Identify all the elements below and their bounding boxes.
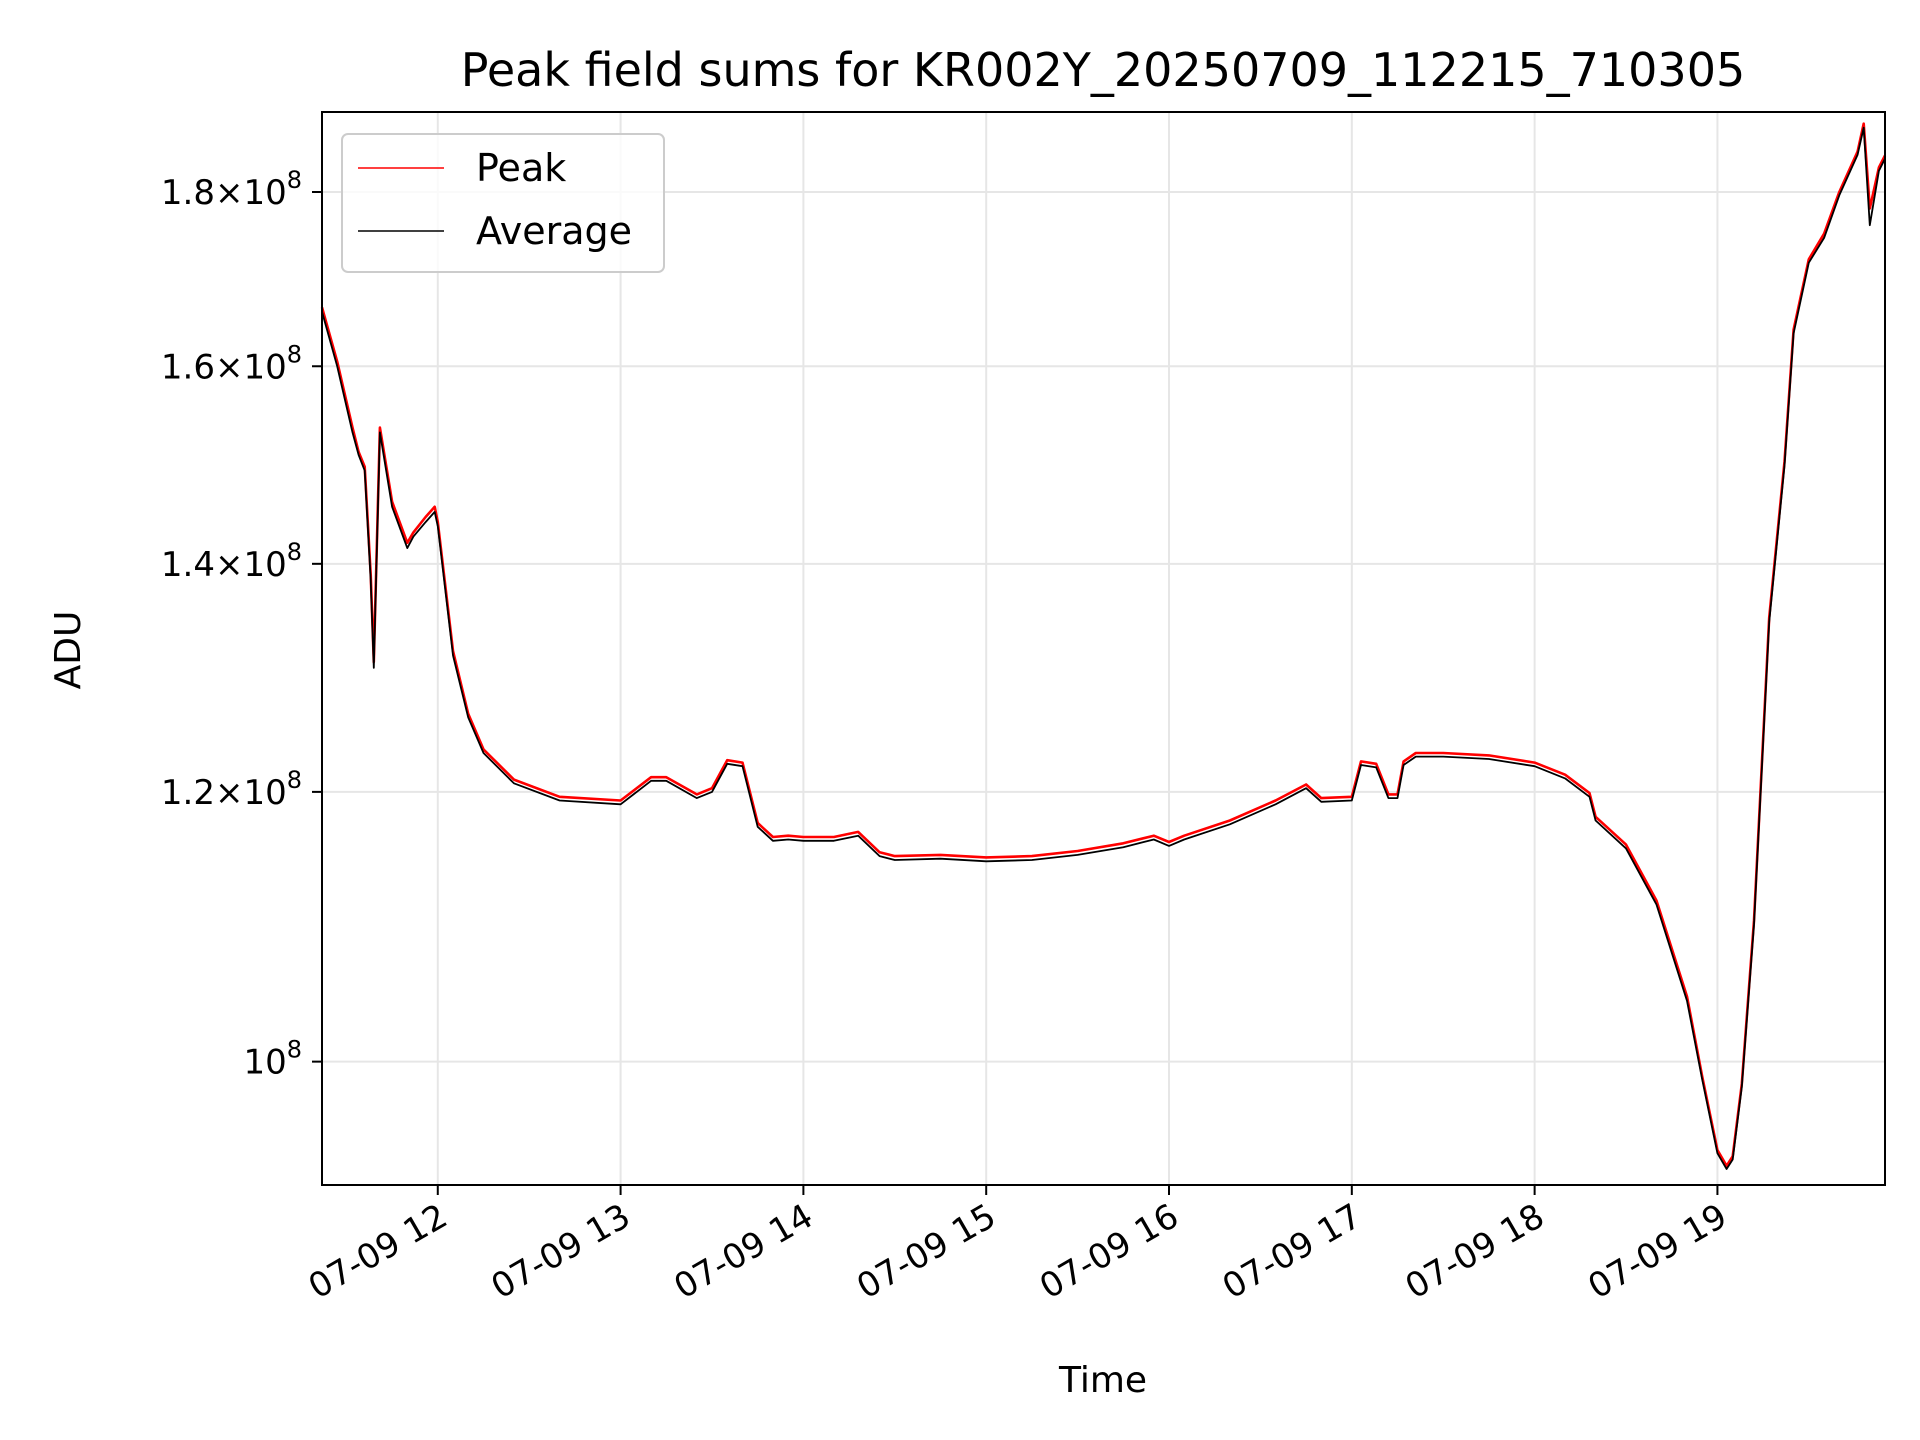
chart-title: Peak field sums for KR002Y_20250709_1122…: [461, 43, 1745, 97]
y-tick-label: 1.4×108: [161, 538, 302, 585]
series-line-average: [321, 126, 1886, 1170]
plot-frame: [321, 111, 1886, 1186]
grid: [322, 112, 1885, 1185]
legend: Peak Average: [341, 133, 665, 273]
y-tick-label: 1.8×108: [161, 166, 302, 213]
series-lines: [320, 122, 1887, 1170]
y-axis-ticks: 108 1.2×108 1.4×108 1.6×108 1.8×108: [161, 166, 322, 1083]
legend-label-peak: Peak: [476, 146, 566, 190]
y-tick-label: 1.6×108: [161, 340, 302, 387]
y-tick-label: 1.2×108: [161, 766, 302, 813]
y-axis-label: ADU: [48, 611, 89, 690]
legend-label-average: Average: [476, 209, 632, 253]
y-tick-label: 108: [243, 1036, 302, 1083]
x-axis-label: Time: [1058, 1360, 1147, 1401]
